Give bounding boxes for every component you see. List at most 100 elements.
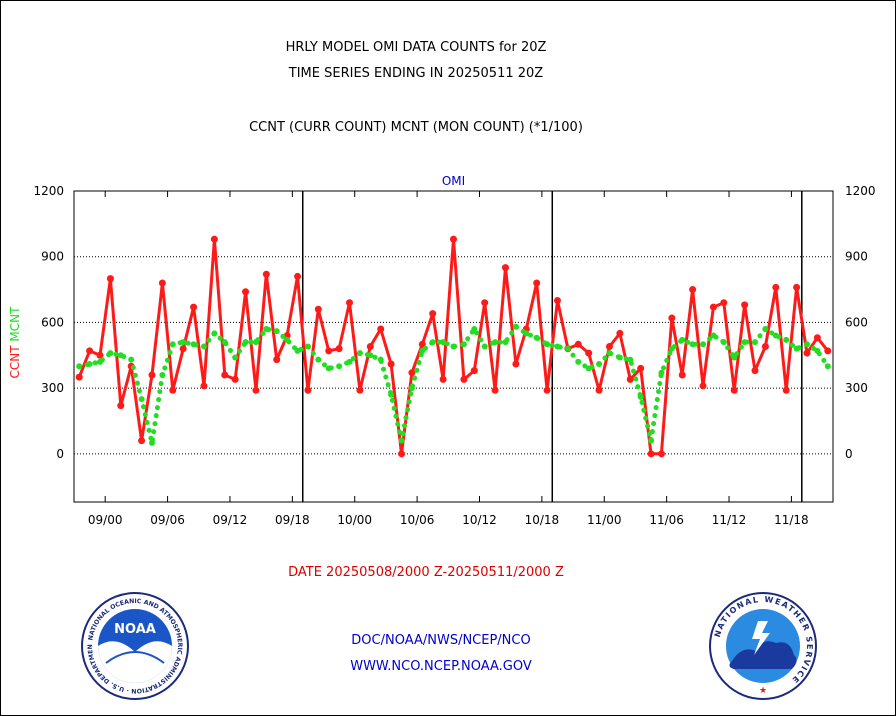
y-tick-label-right: 1200 xyxy=(845,184,876,198)
x-tick-label: 10/06 xyxy=(400,513,435,527)
ccnt-point xyxy=(512,360,520,368)
ccnt-point xyxy=(138,437,146,445)
chart-title-line-1: HRLY MODEL OMI DATA COUNTS for 20Z xyxy=(285,40,547,55)
chart-legend-caption: CCNT (CURR COUNT) MCNT (MON COUNT) (*1/1… xyxy=(249,120,583,135)
ccnt-point xyxy=(242,288,250,296)
ccnt-point xyxy=(501,264,509,272)
mcnt-point xyxy=(596,361,603,368)
mcnt-point xyxy=(585,365,592,372)
ccnt-point xyxy=(782,386,790,394)
mcnt-point xyxy=(304,343,311,350)
x-tick-label: 11/06 xyxy=(649,513,684,527)
mcnt-point xyxy=(398,437,405,444)
mcnt-point xyxy=(804,341,811,348)
mcnt-point xyxy=(616,354,623,361)
y-tick-label-right: 0 xyxy=(845,447,853,461)
mcnt-point xyxy=(86,361,93,368)
mcnt-point xyxy=(700,341,707,348)
mcnt-point xyxy=(128,356,135,363)
mcnt-point xyxy=(107,350,114,357)
mcnt-point xyxy=(648,437,655,444)
mcnt-point xyxy=(481,343,488,350)
y-tick-label-left: 900 xyxy=(41,250,64,264)
ccnt-point xyxy=(252,386,260,394)
mcnt-point xyxy=(679,336,686,343)
mcnt-point xyxy=(814,347,821,354)
mcnt-point xyxy=(180,339,187,346)
ccnt-point xyxy=(720,299,728,307)
ccnt-point xyxy=(190,303,198,311)
ccnt-point xyxy=(346,299,354,307)
ccnt-point xyxy=(751,367,759,375)
mcnt-point xyxy=(148,439,155,446)
mcnt-point xyxy=(793,345,800,352)
chart-title: OMI xyxy=(442,174,465,188)
ccnt-point xyxy=(273,356,281,364)
mcnt-point xyxy=(169,341,176,348)
ccnt-point xyxy=(647,450,655,458)
ccnt-point xyxy=(356,386,364,394)
y-axis-label: CCNT MCNT xyxy=(8,306,22,379)
mcnt-point xyxy=(367,352,374,359)
mcnt-point xyxy=(356,350,363,357)
mcnt-point xyxy=(190,341,197,348)
x-tick-label: 11/00 xyxy=(587,513,622,527)
mcnt-point xyxy=(772,332,779,339)
ccnt-point xyxy=(616,329,624,337)
y-tick-label-left: 1200 xyxy=(33,184,64,198)
noaa-logo-text: NOAA xyxy=(114,622,156,637)
ccnt-point xyxy=(543,386,551,394)
mcnt-point xyxy=(824,363,831,370)
y-tick-label-left: 300 xyxy=(41,381,64,395)
ccnt-point xyxy=(741,301,749,309)
mcnt-point xyxy=(76,363,83,370)
ccnt-point xyxy=(231,375,239,383)
mcnt-point xyxy=(512,323,519,330)
mcnt-point xyxy=(554,343,561,350)
ccnt-point xyxy=(117,402,125,410)
mcnt-point xyxy=(211,330,218,337)
ccnt-point xyxy=(262,270,270,278)
mcnt-point xyxy=(408,385,415,392)
mcnt-point xyxy=(377,356,384,363)
mcnt-point xyxy=(627,356,634,363)
ccnt-point xyxy=(761,343,769,350)
ccnt-point xyxy=(221,371,229,379)
ccnt-point xyxy=(793,283,801,291)
mcnt-point xyxy=(159,371,166,378)
ccnt-point xyxy=(533,279,541,287)
y-tick-label-right: 300 xyxy=(845,381,868,395)
ccnt-point xyxy=(813,334,821,342)
mcnt-point xyxy=(606,350,613,357)
footer-url[interactable]: WWW.NCO.NCEP.NOAA.GOV xyxy=(350,659,532,674)
y-axis-label-ccnt: CCNT xyxy=(8,345,22,379)
mcnt-point xyxy=(460,341,467,348)
ccnt-point xyxy=(325,347,333,355)
ccnt-point xyxy=(481,299,489,307)
mcnt-point xyxy=(471,325,478,332)
ccnt-point xyxy=(387,360,395,368)
mcnt-point xyxy=(138,396,145,403)
mcnt-point xyxy=(429,339,436,346)
mcnt-point xyxy=(741,339,748,346)
ccnt-point xyxy=(657,450,665,458)
mcnt-point xyxy=(221,339,228,346)
mcnt-point xyxy=(315,356,322,363)
mcnt-point xyxy=(336,363,343,370)
y-tick-label-right: 900 xyxy=(845,250,868,264)
mcnt-point xyxy=(575,358,582,365)
y-tick-label-left: 600 xyxy=(41,315,64,329)
ccnt-point xyxy=(377,325,385,333)
ccnt-point xyxy=(678,371,686,379)
mcnt-point xyxy=(502,339,509,346)
ccnt-point xyxy=(366,343,374,350)
date-range: DATE 20250508/2000 Z-20250511/2000 Z xyxy=(288,565,564,580)
mcnt-point xyxy=(544,341,551,348)
y-tick-label-right: 600 xyxy=(845,315,868,329)
noaa-logo: NOAA NATIONAL OCEANIC AND ATMOSPHERIC AD… xyxy=(80,591,189,700)
ccnt-point xyxy=(824,347,832,355)
mcnt-point xyxy=(752,339,759,346)
ccnt-point xyxy=(75,373,83,381)
x-tick-label: 11/18 xyxy=(774,513,809,527)
mcnt-point xyxy=(263,325,270,332)
